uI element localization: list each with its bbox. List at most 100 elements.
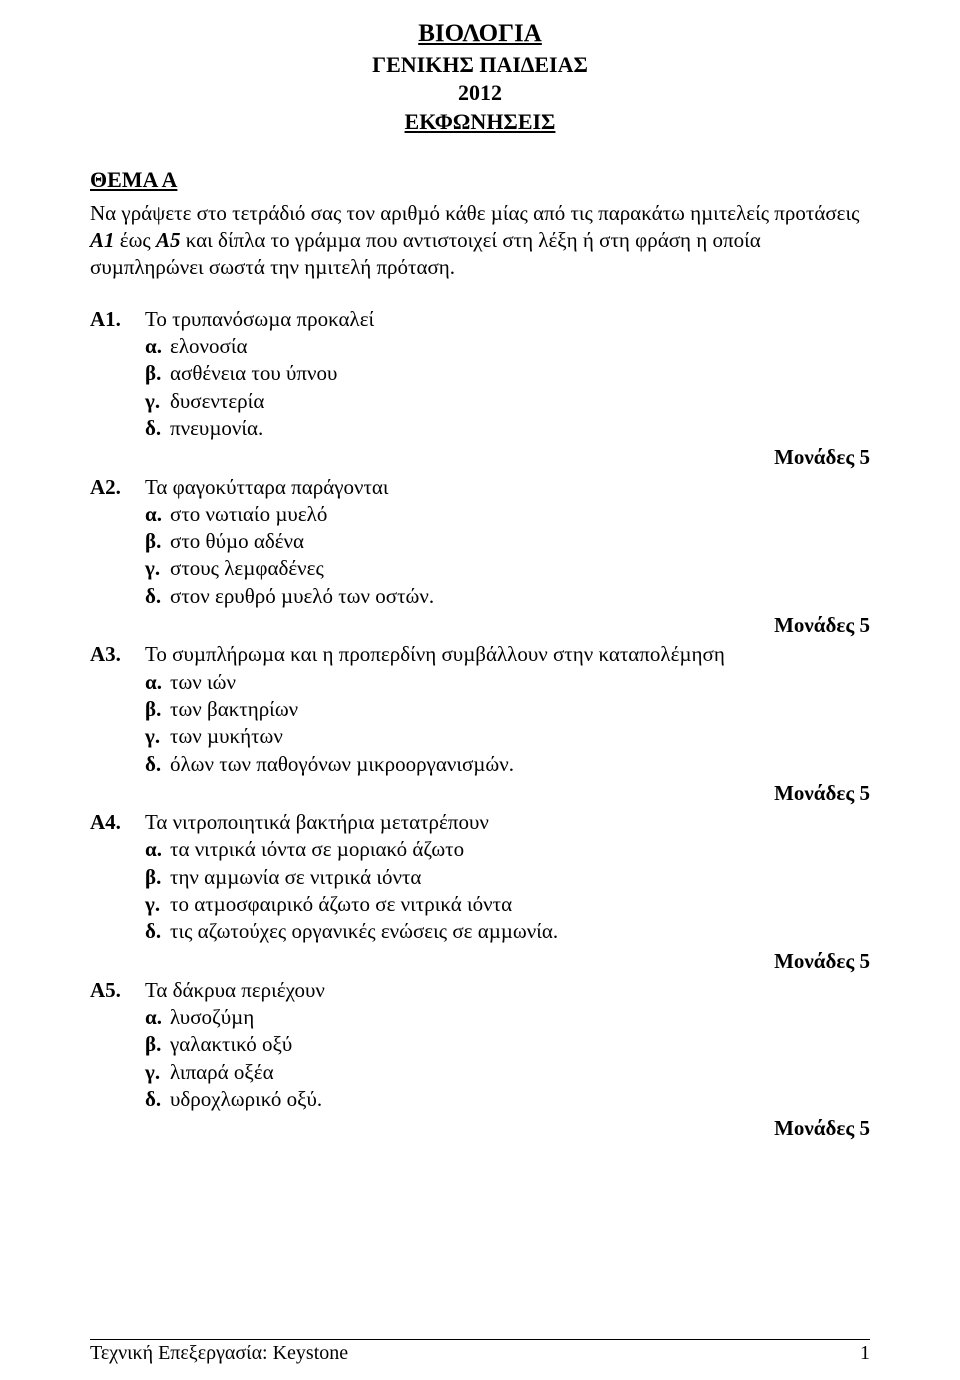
option-b: β.στο θύµο αδένα <box>145 528 870 555</box>
option-text: στο νωτιαίο µυελό <box>170 501 327 528</box>
option-label: γ. <box>145 723 170 750</box>
option-d: δ.στον ερυθρό µυελό των οστών. <box>145 583 870 610</box>
option-b: β.ασθένεια του ύπνου <box>145 360 870 387</box>
option-label: γ. <box>145 891 170 918</box>
option-a: α.στο νωτιαίο µυελό <box>145 501 870 528</box>
option-label: α. <box>145 669 170 696</box>
option-label: α. <box>145 333 170 360</box>
option-label: γ. <box>145 555 170 582</box>
intro-text: Να γράψετε στο τετράδιό σας τον αριθµό κ… <box>90 200 870 282</box>
option-label: β. <box>145 1031 170 1058</box>
option-text: τα νιτρικά ιόντα σε µοριακό άζωτο <box>170 836 464 863</box>
footer: Τεχνική Επεξεργασία: Keystone 1 <box>90 1340 870 1366</box>
option-text: τις αζωτούχες οργανικές ενώσεις σε αµµων… <box>170 918 558 945</box>
question-label: Α4. <box>90 809 145 945</box>
question-label: Α2. <box>90 474 145 610</box>
intro-italic1: Α1 <box>90 228 115 252</box>
option-label: α. <box>145 836 170 863</box>
points: Μονάδες 5 <box>90 612 870 639</box>
option-text: στο θύµο αδένα <box>170 528 304 555</box>
option-text: των µυκήτων <box>170 723 283 750</box>
question-stem: Τα φαγοκύτταρα παράγονται <box>145 474 870 501</box>
option-d: δ.όλων των παθογόνων µικροοργανισµών. <box>145 751 870 778</box>
intro-italic2: Α5 <box>156 228 181 252</box>
page-number: 1 <box>860 1340 870 1366</box>
question-stem: Τα νιτροποιητικά βακτήρια µετατρέπουν <box>145 809 870 836</box>
option-label: δ. <box>145 751 170 778</box>
question-a3: Α3. Το συµπλήρωµα και η προπερδίνη συµβά… <box>90 641 870 777</box>
points: Μονάδες 5 <box>90 780 870 807</box>
points: Μονάδες 5 <box>90 444 870 471</box>
option-c: γ.στους λεµφαδένες <box>145 555 870 582</box>
option-text: των βακτηρίων <box>170 696 298 723</box>
header-block: ΒΙΟΛΟΓΙΑ ΓΕΝΙΚΗΣ ΠΑΙ∆ΕΙΑΣ 2012 ΕΚΦΩΝΗΣΕΙ… <box>90 18 870 136</box>
option-c: γ.λιπαρά οξέα <box>145 1059 870 1086</box>
option-label: β. <box>145 864 170 891</box>
thema-heading: ΘΕΜΑ Α <box>90 166 870 195</box>
option-text: των ιών <box>170 669 236 696</box>
option-a: α.ελονοσία <box>145 333 870 360</box>
option-d: δ.πνευµονία. <box>145 415 870 442</box>
option-label: β. <box>145 528 170 555</box>
option-d: δ.τις αζωτούχες οργανικές ενώσεις σε αµµ… <box>145 918 870 945</box>
option-label: β. <box>145 360 170 387</box>
question-label: Α1. <box>90 306 145 442</box>
question-body: Το τρυπανόσωµα προκαλεί α.ελονοσία β.ασθ… <box>145 306 870 442</box>
option-text: γαλακτικό οξύ <box>170 1031 292 1058</box>
points: Μονάδες 5 <box>90 948 870 975</box>
option-text: στον ερυθρό µυελό των οστών. <box>170 583 434 610</box>
doc-subtitle-1: ΓΕΝΙΚΗΣ ΠΑΙ∆ΕΙΑΣ <box>90 51 870 80</box>
question-a2: Α2. Τα φαγοκύτταρα παράγονται α.στο νωτι… <box>90 474 870 610</box>
option-a: α.των ιών <box>145 669 870 696</box>
question-a5: Α5. Τα δάκρυα περιέχουν α.λυσοζύµη β.γαλ… <box>90 977 870 1113</box>
footer-left: Τεχνική Επεξεργασία: Keystone <box>90 1340 348 1366</box>
option-label: α. <box>145 1004 170 1031</box>
option-label: γ. <box>145 388 170 415</box>
option-b: β.την αµµωνία σε νιτρικά ιόντα <box>145 864 870 891</box>
question-stem: Τα δάκρυα περιέχουν <box>145 977 870 1004</box>
option-b: β.γαλακτικό οξύ <box>145 1031 870 1058</box>
option-text: λιπαρά οξέα <box>170 1059 274 1086</box>
points: Μονάδες 5 <box>90 1115 870 1142</box>
option-text: λυσοζύµη <box>170 1004 254 1031</box>
question-body: Τα φαγοκύτταρα παράγονται α.στο νωτιαίο … <box>145 474 870 610</box>
doc-title: ΒΙΟΛΟΓΙΑ <box>90 18 870 51</box>
intro-part3: και δίπλα το γράµµα που αντιστοιχεί στη … <box>90 228 761 279</box>
option-text: όλων των παθογόνων µικροοργανισµών. <box>170 751 514 778</box>
option-c: γ.των µυκήτων <box>145 723 870 750</box>
option-text: την αµµωνία σε νιτρικά ιόντα <box>170 864 421 891</box>
question-stem: Το συµπλήρωµα και η προπερδίνη συµβάλλου… <box>145 641 870 668</box>
option-text: ασθένεια του ύπνου <box>170 360 337 387</box>
option-label: δ. <box>145 583 170 610</box>
option-text: δυσεντερία <box>170 388 264 415</box>
intro-part2: έως <box>115 228 156 252</box>
option-c: γ.δυσεντερία <box>145 388 870 415</box>
page: ΒΙΟΛΟΓΙΑ ΓΕΝΙΚΗΣ ΠΑΙ∆ΕΙΑΣ 2012 ΕΚΦΩΝΗΣΕΙ… <box>0 0 960 1380</box>
option-label: δ. <box>145 415 170 442</box>
question-label: Α3. <box>90 641 145 777</box>
question-stem: Το τρυπανόσωµα προκαλεί <box>145 306 870 333</box>
question-body: Το συµπλήρωµα και η προπερδίνη συµβάλλου… <box>145 641 870 777</box>
option-label: β. <box>145 696 170 723</box>
option-label: γ. <box>145 1059 170 1086</box>
question-body: Τα νιτροποιητικά βακτήρια µετατρέπουν α.… <box>145 809 870 945</box>
option-b: β.των βακτηρίων <box>145 696 870 723</box>
question-body: Τα δάκρυα περιέχουν α.λυσοζύµη β.γαλακτι… <box>145 977 870 1113</box>
option-text: πνευµονία. <box>170 415 263 442</box>
option-c: γ.το ατµοσφαιρικό άζωτο σε νιτρικά ιόντα <box>145 891 870 918</box>
question-a1: Α1. Το τρυπανόσωµα προκαλεί α.ελονοσία β… <box>90 306 870 442</box>
question-a4: Α4. Τα νιτροποιητικά βακτήρια µετατρέπου… <box>90 809 870 945</box>
option-a: α.τα νιτρικά ιόντα σε µοριακό άζωτο <box>145 836 870 863</box>
doc-year: 2012 <box>90 79 870 108</box>
option-text: το ατµοσφαιρικό άζωτο σε νιτρικά ιόντα <box>170 891 512 918</box>
option-text: υδροχλωρικό οξύ. <box>170 1086 322 1113</box>
doc-subtitle-2: ΕΚΦΩΝΗΣΕΙΣ <box>90 108 870 137</box>
option-label: δ. <box>145 1086 170 1113</box>
intro-part1: Να γράψετε στο τετράδιό σας τον αριθµό κ… <box>90 201 859 225</box>
option-d: δ.υδροχλωρικό οξύ. <box>145 1086 870 1113</box>
option-text: στους λεµφαδένες <box>170 555 324 582</box>
question-label: Α5. <box>90 977 145 1113</box>
option-a: α.λυσοζύµη <box>145 1004 870 1031</box>
option-label: α. <box>145 501 170 528</box>
option-label: δ. <box>145 918 170 945</box>
